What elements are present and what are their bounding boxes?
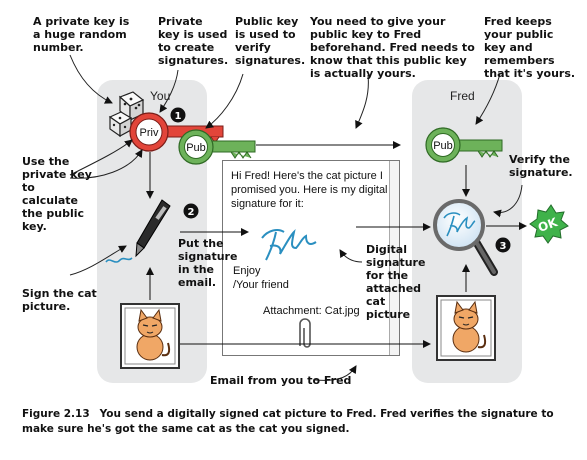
cat-picture-you <box>120 303 180 369</box>
email-sign-off: /Your friend <box>233 279 289 291</box>
digital-signature-icon <box>261 228 317 261</box>
step-badge-3: 3 <box>495 237 511 253</box>
step-badge-1: 1 <box>170 107 186 123</box>
pen-icon <box>105 199 171 263</box>
email-scrollbar[interactable] <box>389 161 399 355</box>
ok-badge: OK <box>529 204 569 244</box>
public-key-icon-fred <box>425 127 503 163</box>
figure-caption-text: You send a digitally signed cat picture … <box>22 408 554 435</box>
annotation-give-public-key: You need to give your public key to Fred… <box>310 15 475 80</box>
fred-label: Fred <box>450 89 475 103</box>
annotation-private-key-signatures: Private key is used to create signatures… <box>158 15 229 67</box>
step-badge-2: 2 <box>183 203 199 219</box>
pub-key-label-you: Pub <box>186 142 206 154</box>
priv-key-label: Priv <box>140 127 159 139</box>
cat-picture-fred <box>436 295 496 361</box>
annotation-digital-signature: Digital signature for the attached cat p… <box>366 243 426 321</box>
flow-arrows <box>146 141 527 348</box>
svg-text:3: 3 <box>500 241 507 252</box>
annotation-put-signature: Put the signature in the email. <box>178 237 238 289</box>
annotation-use-private-key: Use the private key to calculate the pub… <box>22 155 92 233</box>
private-key-icon <box>129 112 224 152</box>
annotation-pointers <box>69 54 523 381</box>
annotation-fred-keeps-key: Fred keeps your public key and remembers… <box>484 15 576 80</box>
annotation-private-key-random: A private key is a huge random number. <box>33 15 130 54</box>
pub-key-label-fred: Pub <box>433 140 453 152</box>
svg-text:OK: OK <box>536 215 560 235</box>
annotation-public-key-verify: Public key is used to verify signatures. <box>235 15 306 67</box>
email-attachment: Attachment: Cat.jpg <box>263 305 360 317</box>
magnifier-icon <box>433 199 498 276</box>
figure-caption: Figure 2.13 You send a digitally signed c… <box>22 407 567 437</box>
email-body: Hi Fred! Here's the cat picture I promis… <box>231 170 388 210</box>
paperclip-icon <box>299 318 311 348</box>
svg-text:1: 1 <box>175 111 182 122</box>
email-window: Hi Fred! Here's the cat picture I promis… <box>222 160 400 356</box>
public-key-icon-you <box>178 129 256 165</box>
annotation-sign-cat-picture: Sign the cat picture. <box>22 287 97 313</box>
svg-text:2: 2 <box>188 207 195 218</box>
annotation-verify-signature: Verify the signature. <box>509 153 573 179</box>
email-closing: Enjoy <box>233 265 261 277</box>
figure-number: Figure 2.13 <box>22 408 90 420</box>
you-label: You <box>150 89 171 103</box>
annotation-email-from-you: Email from you to Fred <box>210 374 352 387</box>
